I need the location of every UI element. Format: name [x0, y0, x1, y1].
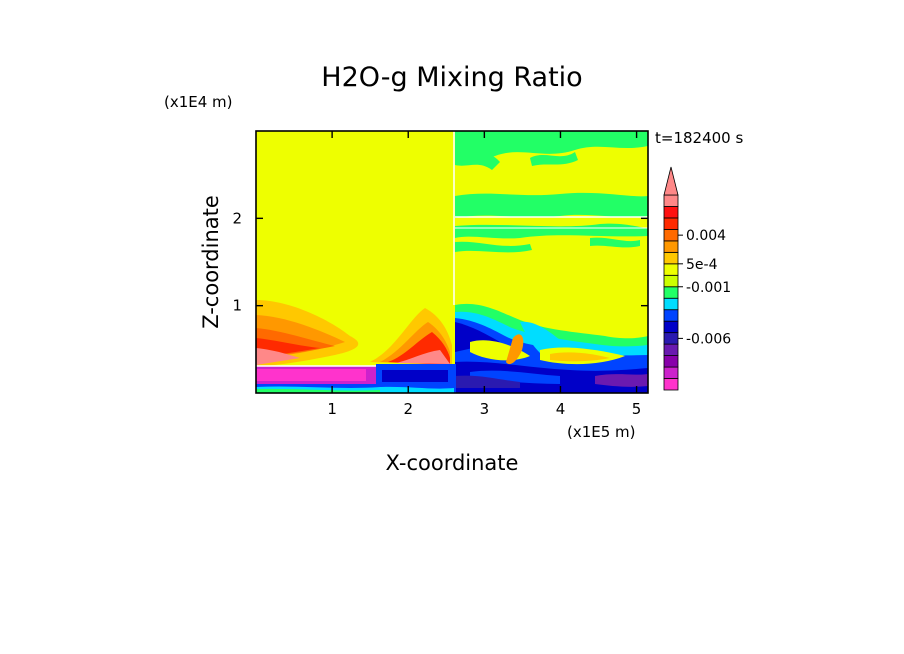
colorbar-level — [663, 206, 679, 219]
colorbar-level — [663, 263, 679, 276]
colorbar-level — [663, 309, 679, 322]
colorbar-level — [663, 274, 679, 288]
colorbar-level — [663, 297, 679, 311]
colorbar-level — [663, 320, 679, 334]
y-axis-ticks: 12 — [232, 209, 648, 315]
colorbar-level — [663, 332, 679, 345]
x-tick-label: 4 — [556, 400, 566, 418]
colorbar: 0.004 5e-4 -0.001 -0.006 — [663, 166, 731, 391]
colorbar-label: -0.001 — [686, 280, 731, 296]
colorbar-label: -0.006 — [686, 331, 731, 347]
colorbar-level — [663, 251, 679, 265]
colorbar-level — [663, 366, 679, 379]
colorbar-level — [663, 378, 679, 391]
plot-frame — [255, 130, 649, 394]
contour-field — [256, 131, 648, 393]
x-tick-label: 1 — [327, 400, 337, 418]
colorbar-level — [663, 217, 679, 230]
x-tick-label: 5 — [632, 400, 642, 418]
x-axis-label: X-coordinate — [386, 451, 519, 475]
y-axis-label: Z-coordinate — [199, 195, 223, 329]
colorbar-extend-arrow — [663, 166, 679, 196]
colorbar-level — [663, 194, 679, 207]
colorbar-level — [663, 240, 679, 253]
colorbar-level — [663, 286, 679, 299]
colorbar-label: 0.004 — [686, 228, 726, 244]
y-unit-label: (x1E4 m) — [164, 93, 233, 111]
x-tick-label: 2 — [403, 400, 413, 418]
colorbar-label: 5e-4 — [686, 257, 718, 273]
x-unit-label: (x1E5 m) — [567, 423, 636, 441]
x-tick-label: 3 — [480, 400, 490, 418]
x-axis-ticks: 1 2 3 4 5 — [327, 131, 641, 418]
time-label: t=182400 s — [655, 129, 743, 147]
y-tick-label: 2 — [232, 209, 242, 227]
colorbar-level — [663, 229, 679, 242]
chart-title: H2O-g Mixing Ratio — [321, 62, 582, 93]
colorbar-level — [663, 343, 679, 356]
y-tick-label: 1 — [232, 297, 242, 315]
colorbar-level — [663, 355, 679, 368]
